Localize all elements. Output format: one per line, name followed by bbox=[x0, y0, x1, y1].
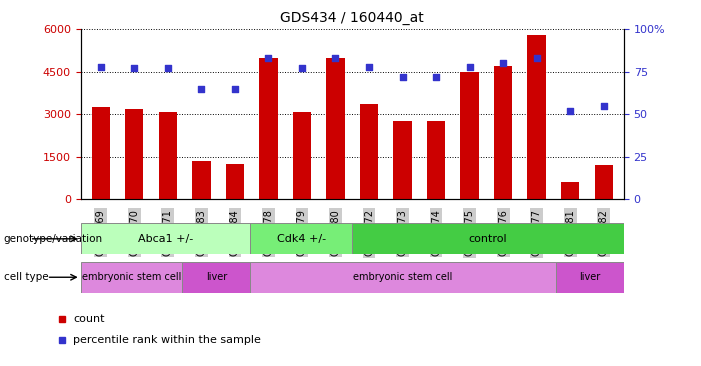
Text: embryonic stem cell: embryonic stem cell bbox=[82, 272, 182, 282]
Text: Cdk4 +/-: Cdk4 +/- bbox=[277, 234, 326, 244]
Bar bbox=[158, 112, 177, 199]
Bar bbox=[527, 35, 546, 199]
Bar bbox=[594, 165, 613, 199]
Title: GDS434 / 160440_at: GDS434 / 160440_at bbox=[280, 11, 424, 26]
Point bbox=[464, 64, 475, 70]
Bar bbox=[250, 262, 556, 293]
Bar bbox=[494, 66, 512, 199]
Point bbox=[196, 86, 207, 92]
Point bbox=[564, 108, 576, 114]
Text: cell type: cell type bbox=[4, 272, 48, 282]
Bar bbox=[556, 262, 624, 293]
Text: percentile rank within the sample: percentile rank within the sample bbox=[74, 335, 261, 345]
Text: Abca1 +/-: Abca1 +/- bbox=[138, 234, 193, 244]
Bar bbox=[81, 262, 182, 293]
Bar bbox=[192, 161, 210, 199]
Point bbox=[95, 64, 107, 70]
Bar bbox=[461, 72, 479, 199]
Point bbox=[263, 55, 274, 61]
Bar bbox=[293, 112, 311, 199]
Bar bbox=[182, 262, 250, 293]
Point bbox=[330, 55, 341, 61]
Bar bbox=[259, 57, 278, 199]
Bar bbox=[92, 107, 110, 199]
Text: count: count bbox=[74, 314, 105, 324]
Point bbox=[162, 66, 173, 71]
Bar bbox=[561, 182, 580, 199]
Bar bbox=[353, 223, 624, 254]
Bar bbox=[393, 122, 411, 199]
Point bbox=[297, 66, 308, 71]
Point bbox=[363, 64, 374, 70]
Bar bbox=[326, 57, 345, 199]
Point bbox=[531, 55, 543, 61]
Bar bbox=[81, 223, 250, 254]
Text: liver: liver bbox=[579, 272, 601, 282]
Text: liver: liver bbox=[206, 272, 227, 282]
Point bbox=[229, 86, 240, 92]
Bar bbox=[125, 109, 144, 199]
Bar bbox=[226, 164, 244, 199]
Point bbox=[598, 103, 609, 109]
Point bbox=[397, 74, 408, 80]
Text: embryonic stem cell: embryonic stem cell bbox=[353, 272, 453, 282]
Text: genotype/variation: genotype/variation bbox=[4, 234, 102, 244]
Bar bbox=[250, 223, 353, 254]
Point bbox=[498, 60, 509, 66]
Bar bbox=[360, 104, 379, 199]
Bar bbox=[427, 122, 445, 199]
Text: control: control bbox=[469, 234, 508, 244]
Point bbox=[430, 74, 442, 80]
Point bbox=[129, 66, 140, 71]
